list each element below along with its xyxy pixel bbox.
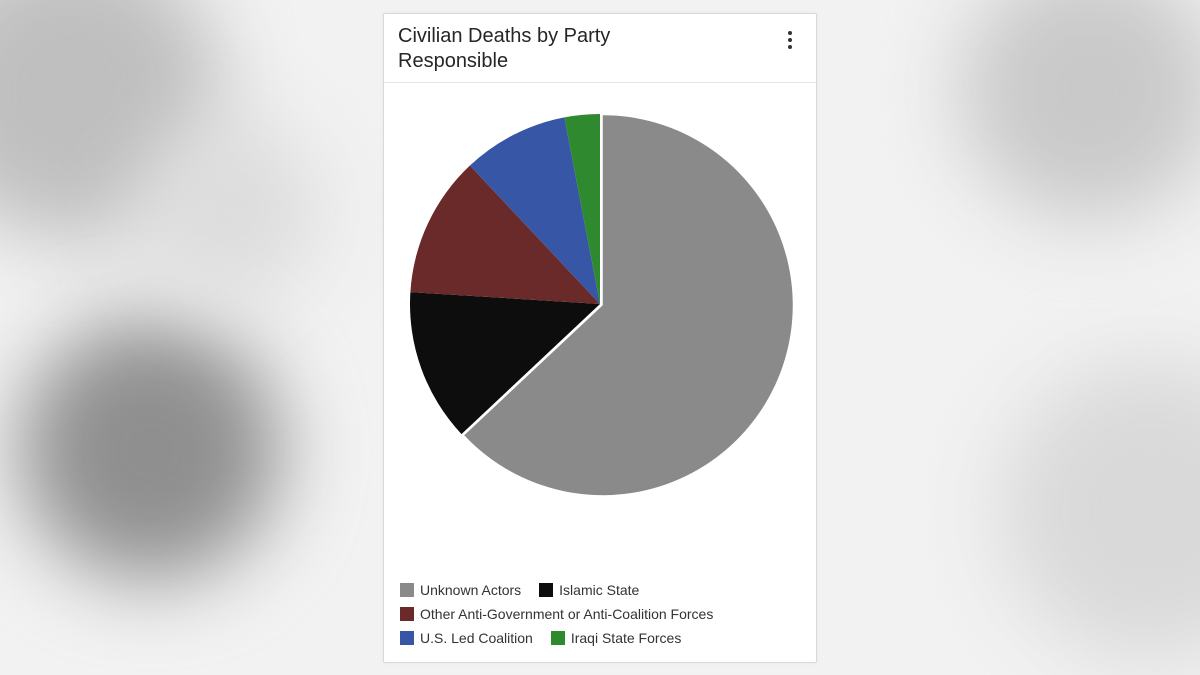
pie-chart xyxy=(399,103,801,505)
card-menu-button[interactable] xyxy=(778,24,802,56)
chart-area xyxy=(384,83,816,573)
legend: Unknown Actors Islamic State Other Anti-Go… xyxy=(384,573,816,662)
background-blob xyxy=(20,320,280,580)
legend-label: Iraqi State Forces xyxy=(571,629,682,647)
legend-item[interactable]: Iraqi State Forces xyxy=(551,629,682,647)
legend-swatch-icon xyxy=(539,583,553,597)
chart-card: Civilian Deaths by Party Responsible Unk… xyxy=(383,13,817,663)
background-blob xyxy=(140,120,320,300)
page-root: Civilian Deaths by Party Responsible Unk… xyxy=(0,0,1200,675)
legend-swatch-icon xyxy=(400,631,414,645)
legend-item[interactable]: Other Anti-Government or Anti-Coalition … xyxy=(400,605,713,623)
card-header: Civilian Deaths by Party Responsible xyxy=(384,14,816,83)
legend-swatch-icon xyxy=(400,583,414,597)
legend-item[interactable]: Unknown Actors xyxy=(400,581,521,599)
legend-swatch-icon xyxy=(400,607,414,621)
card-title: Civilian Deaths by Party Responsible xyxy=(398,24,698,74)
legend-swatch-icon xyxy=(551,631,565,645)
kebab-dot-icon xyxy=(788,38,792,42)
background-blob xyxy=(960,0,1200,220)
legend-label: Unknown Actors xyxy=(420,581,521,599)
legend-item[interactable]: Islamic State xyxy=(539,581,639,599)
kebab-dot-icon xyxy=(788,45,792,49)
legend-label: U.S. Led Coalition xyxy=(420,629,533,647)
legend-item[interactable]: U.S. Led Coalition xyxy=(400,629,533,647)
background-blob xyxy=(1000,360,1200,660)
legend-label: Other Anti-Government or Anti-Coalition … xyxy=(420,605,713,623)
legend-label: Islamic State xyxy=(559,581,639,599)
kebab-dot-icon xyxy=(788,31,792,35)
